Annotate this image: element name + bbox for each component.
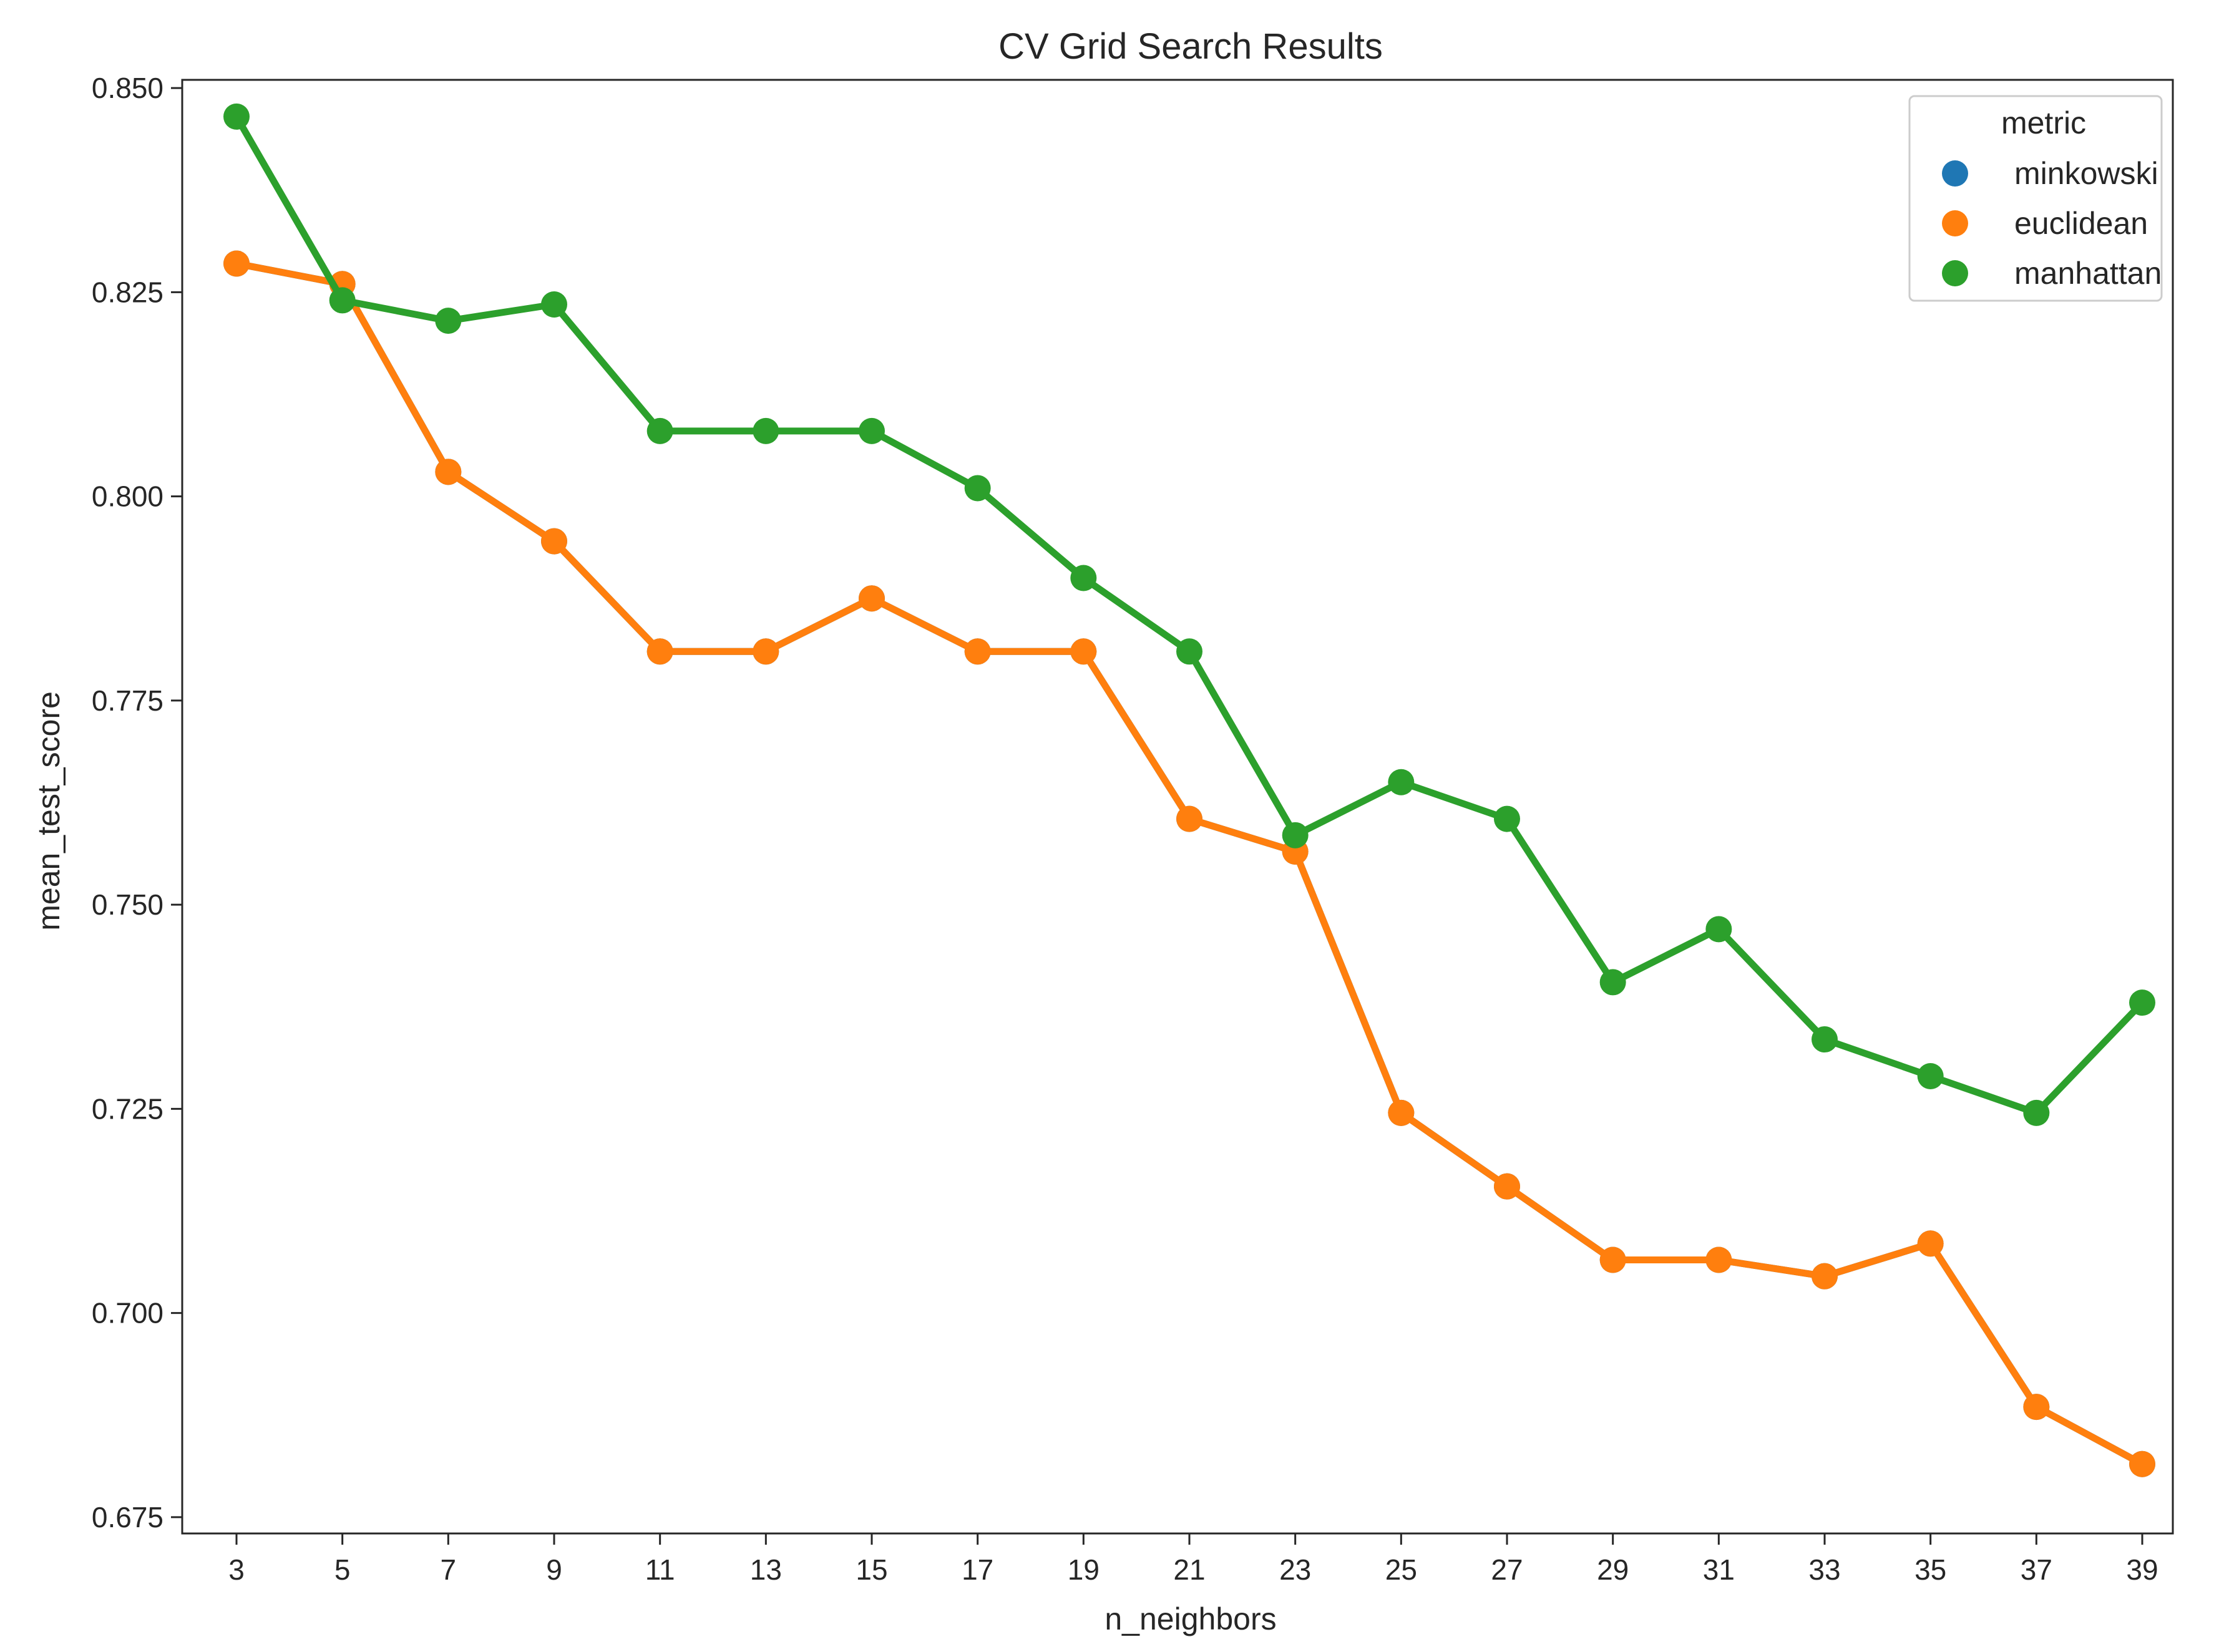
x-tick-label: 25	[1385, 1553, 1417, 1586]
plot-frame	[181, 79, 2174, 1535]
data-point-manhattan-23	[1282, 822, 1309, 848]
legend-label-manhattan: manhattan	[2014, 256, 2162, 291]
data-point-euclidean-29	[1599, 1246, 1626, 1273]
legend-items: minkowski euclidean manhattan	[1942, 156, 2162, 291]
data-point-manhattan-29	[1599, 969, 1626, 996]
y-tick-label: 0.800	[92, 480, 163, 513]
data-point-manhattan-17	[964, 475, 991, 502]
data-point-euclidean-33	[1812, 1263, 1838, 1290]
x-tick-label: 15	[856, 1553, 887, 1586]
data-point-euclidean-9	[541, 528, 567, 555]
data-point-euclidean-37	[2023, 1394, 2050, 1421]
x-tick-label: 9	[546, 1553, 562, 1586]
x-tick-label: 35	[1914, 1553, 1946, 1586]
data-point-euclidean-13	[753, 638, 779, 665]
data-point-euclidean-21	[1176, 805, 1202, 832]
x-tick-label: 23	[1279, 1553, 1311, 1586]
x-tick-label: 39	[2126, 1553, 2158, 1586]
x-tick-label: 21	[1173, 1553, 1205, 1586]
data-point-manhattan-35	[1917, 1062, 1944, 1089]
x-tick-label: 5	[334, 1553, 351, 1586]
x-tick-label: 19	[1068, 1553, 1100, 1586]
x-axis-ticks: 3 5 7 9 11 13 15 17 19 21 23 25 27 29 31 33 35 37 39	[228, 1533, 2158, 1586]
y-axis-label: mean_test_score	[31, 691, 66, 931]
x-tick-label: 11	[645, 1553, 675, 1586]
x-tick-label: 3	[228, 1553, 245, 1586]
data-point-manhattan-25	[1388, 769, 1415, 795]
x-tick-label: 31	[1703, 1553, 1735, 1586]
data-point-euclidean-17	[964, 638, 991, 665]
data-point-manhattan-7	[435, 308, 462, 334]
data-point-manhattan-21	[1176, 638, 1202, 665]
data-point-manhattan-39	[2129, 989, 2155, 1016]
data-point-manhattan-37	[2023, 1099, 2050, 1126]
legend: metric minkowski euclidean manhattan	[1908, 95, 2163, 302]
series-euclidean	[223, 250, 2155, 1477]
legend-box	[1908, 95, 2163, 302]
data-point-euclidean-31	[1705, 1246, 1732, 1273]
data-point-euclidean-27	[1494, 1173, 1520, 1200]
data-point-manhattan-15	[859, 417, 885, 444]
legend-label-minkowski: minkowski	[2014, 156, 2158, 191]
x-axis-label: n_neighbors	[1105, 1601, 1276, 1636]
data-point-euclidean-25	[1388, 1099, 1415, 1126]
data-point-manhattan-31	[1705, 916, 1732, 943]
legend-marker-euclidean	[1942, 210, 1968, 236]
y-axis-ticks: 0.675 0.700 0.725 0.750 0.775 0.800 0.825 0.850	[92, 72, 182, 1533]
x-tick-label: 27	[1491, 1553, 1523, 1586]
x-tick-label: 37	[2021, 1553, 2052, 1586]
data-point-manhattan-33	[1812, 1026, 1838, 1053]
legend-marker-minkowski	[1942, 160, 1968, 187]
y-tick-label: 0.725	[92, 1092, 163, 1125]
x-tick-label: 13	[750, 1553, 782, 1586]
chart-title: CV Grid Search Results	[998, 26, 1383, 67]
data-point-manhattan-5	[329, 287, 356, 314]
y-tick-label: 0.700	[92, 1297, 163, 1329]
data-point-euclidean-15	[859, 585, 885, 612]
data-point-manhattan-27	[1494, 805, 1520, 832]
x-tick-label: 33	[1808, 1553, 1840, 1586]
data-point-manhattan-19	[1070, 565, 1097, 591]
series-layer	[223, 103, 2155, 1477]
series-manhattan	[223, 103, 2155, 1126]
data-point-manhattan-3	[223, 103, 250, 130]
y-tick-label: 0.750	[92, 888, 163, 921]
y-tick-label: 0.850	[92, 72, 163, 104]
legend-marker-manhattan	[1942, 260, 1968, 286]
x-tick-label: 7	[441, 1553, 457, 1586]
legend-title: metric	[2001, 105, 2086, 140]
y-tick-label: 0.825	[92, 276, 163, 308]
legend-label-euclidean: euclidean	[2014, 206, 2148, 241]
data-point-manhattan-13	[753, 417, 779, 444]
data-point-euclidean-3	[223, 250, 250, 277]
y-tick-label: 0.675	[92, 1501, 163, 1533]
x-tick-label: 17	[962, 1553, 993, 1586]
data-point-euclidean-11	[646, 638, 673, 665]
data-point-euclidean-35	[1917, 1230, 1944, 1257]
y-tick-label: 0.775	[92, 684, 163, 717]
data-point-manhattan-9	[541, 291, 567, 318]
x-tick-label: 29	[1597, 1553, 1629, 1586]
data-point-euclidean-39	[2129, 1450, 2155, 1477]
data-point-euclidean-19	[1070, 638, 1097, 665]
data-point-euclidean-7	[435, 459, 462, 485]
data-point-manhattan-11	[646, 417, 673, 444]
